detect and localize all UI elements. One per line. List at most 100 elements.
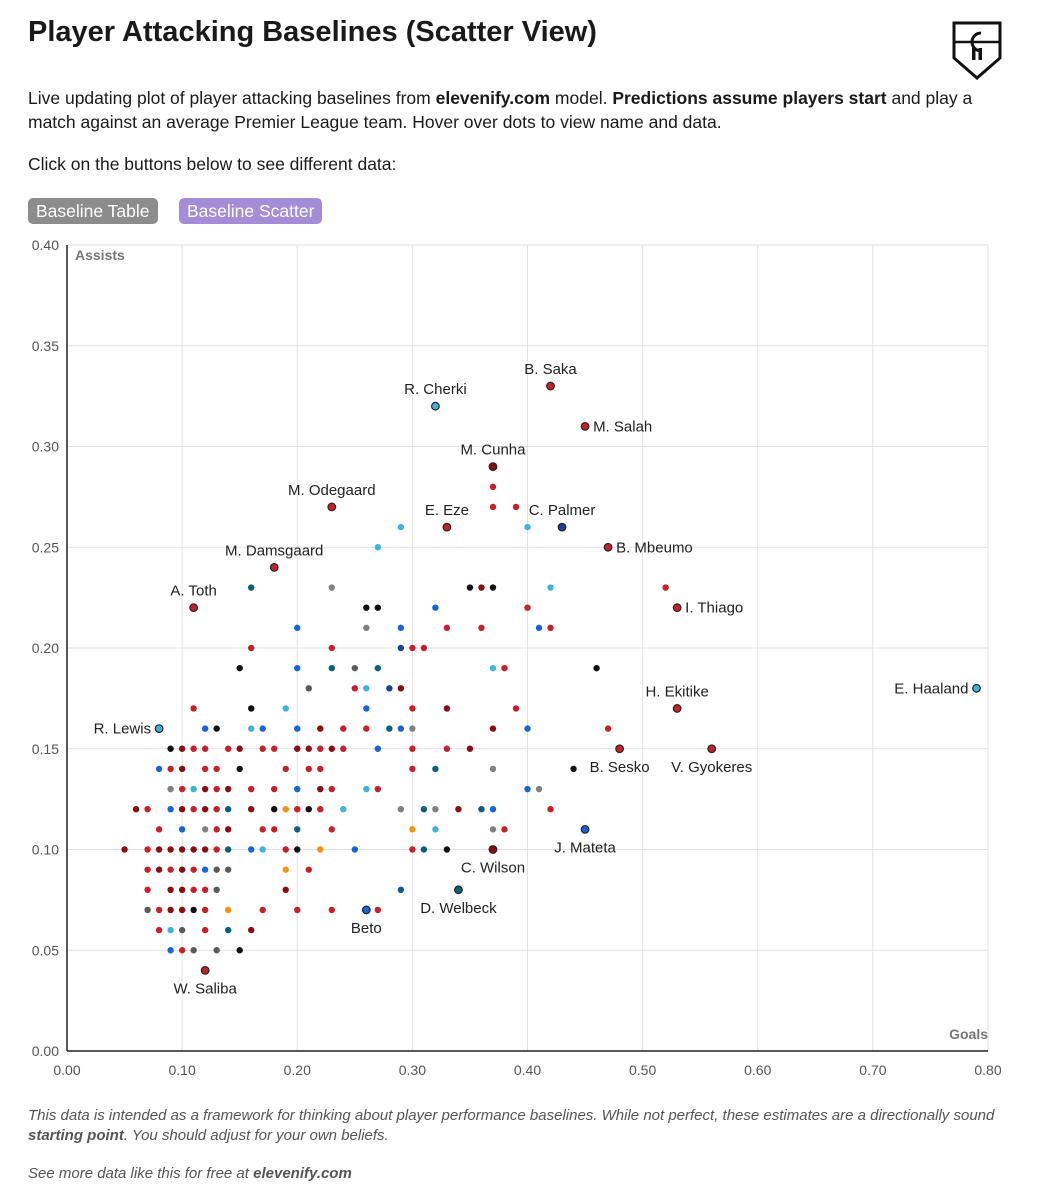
data-point[interactable] [259,846,266,853]
data-point[interactable] [144,866,151,873]
data-point[interactable] [305,745,312,752]
data-point[interactable] [178,906,186,914]
data-point[interactable] [409,705,416,712]
data-point[interactable] [178,866,186,873]
data-point[interactable] [432,826,439,833]
data-point[interactable] [317,745,324,752]
labeled-point[interactable] [488,462,498,472]
data-point[interactable] [167,806,174,813]
data-point[interactable] [420,644,428,652]
data-point[interactable] [409,725,416,732]
data-point[interactable] [282,846,289,853]
data-point[interactable] [178,846,186,853]
data-point[interactable] [190,745,197,752]
data-point[interactable] [224,926,232,934]
data-point[interactable] [478,806,485,813]
data-point[interactable] [224,906,232,914]
data-point[interactable] [363,705,370,712]
data-point[interactable] [363,604,370,611]
data-point[interactable] [190,906,197,914]
data-point[interactable] [294,745,301,752]
data-point[interactable] [317,846,324,853]
labeled-point[interactable] [972,683,981,693]
data-point[interactable] [282,886,289,893]
data-point[interactable] [201,926,209,934]
data-point[interactable] [201,906,209,914]
data-point[interactable] [248,644,255,652]
data-point[interactable] [236,947,243,954]
labeled-point[interactable] [327,502,337,512]
data-point[interactable] [432,604,439,611]
labeled-point[interactable] [454,885,463,895]
data-point[interactable] [190,846,197,853]
data-point[interactable] [178,745,186,752]
labeled-point[interactable] [189,603,199,613]
data-point[interactable] [190,886,197,893]
data-point[interactable] [167,886,174,893]
data-point[interactable] [201,725,209,732]
data-point[interactable] [317,806,324,813]
data-point[interactable] [524,523,531,531]
data-point[interactable] [201,745,209,752]
data-point[interactable] [259,826,266,833]
data-point[interactable] [144,806,151,813]
data-point[interactable] [201,846,209,853]
data-point[interactable] [443,745,451,752]
data-point[interactable] [397,685,405,692]
data-point[interactable] [374,906,382,914]
footer-site-link[interactable]: elevenify.com [253,1165,352,1182]
data-point[interactable] [144,846,151,853]
data-point[interactable] [167,926,174,934]
data-point[interactable] [466,584,474,591]
data-point[interactable] [317,765,324,773]
data-point[interactable] [178,926,186,934]
data-point[interactable] [155,826,163,833]
data-point[interactable] [489,483,497,490]
data-point[interactable] [409,644,416,652]
data-point[interactable] [294,785,301,793]
data-point[interactable] [282,705,289,712]
labeled-point[interactable] [672,603,682,613]
data-point[interactable] [155,926,163,934]
data-point[interactable] [248,705,255,712]
data-point[interactable] [224,866,232,873]
labeled-point[interactable] [269,563,279,572]
data-point[interactable] [167,947,174,954]
data-point[interactable] [570,765,577,773]
data-point[interactable] [248,926,255,934]
data-point[interactable] [328,584,335,591]
labeled-point[interactable] [603,542,613,552]
labeled-point[interactable] [431,401,440,411]
data-point[interactable] [432,765,439,773]
data-point[interactable] [178,806,186,813]
data-point[interactable] [224,826,232,833]
data-point[interactable] [213,846,220,853]
data-point[interactable] [271,806,278,813]
data-point[interactable] [248,584,255,591]
data-point[interactable] [432,806,439,813]
data-point[interactable] [305,765,312,773]
data-point[interactable] [351,685,359,692]
data-point[interactable] [213,765,220,773]
data-point[interactable] [201,785,209,793]
data-point[interactable] [593,664,600,672]
data-point[interactable] [294,664,301,672]
data-point[interactable] [167,866,174,873]
data-point[interactable] [340,725,347,732]
baseline-scatter-button[interactable]: Baseline Scatter [179,198,323,224]
data-point[interactable] [282,806,289,813]
data-point[interactable] [248,806,255,813]
data-point[interactable] [547,624,554,632]
data-point[interactable] [512,705,520,712]
data-point[interactable] [363,685,370,692]
labeled-point[interactable] [580,824,590,834]
data-point[interactable] [317,785,324,793]
data-point[interactable] [397,523,405,531]
data-point[interactable] [328,745,335,752]
data-point[interactable] [351,664,359,672]
data-point[interactable] [305,806,312,813]
data-point[interactable] [248,785,255,793]
data-point[interactable] [535,785,543,793]
data-point[interactable] [489,806,497,813]
labeled-point[interactable] [615,744,624,754]
